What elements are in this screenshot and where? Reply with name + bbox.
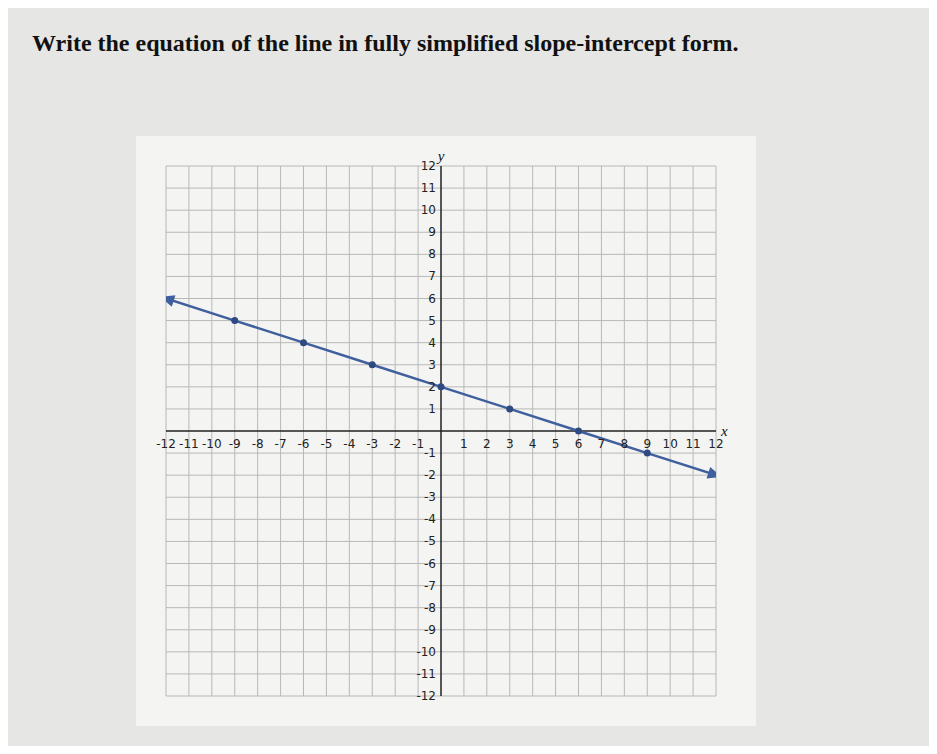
svg-text:-5: -5 [320,437,332,451]
svg-text:y: y [436,148,445,164]
svg-text:9: 9 [428,225,436,239]
svg-text:1: 1 [428,402,436,416]
svg-text:7: 7 [428,269,436,283]
svg-text:11: 11 [685,437,700,451]
svg-text:-7: -7 [424,579,436,593]
svg-text:4: 4 [428,336,436,350]
svg-text:5: 5 [552,437,560,451]
svg-text:3: 3 [506,437,514,451]
svg-text:7: 7 [598,437,606,451]
svg-text:1: 1 [460,437,468,451]
svg-text:-12: -12 [156,437,176,451]
svg-text:8: 8 [428,247,436,261]
svg-text:11: 11 [421,181,436,195]
svg-text:4: 4 [529,437,537,451]
svg-text:-11: -11 [179,437,199,451]
svg-text:-7: -7 [275,437,287,451]
svg-text:9: 9 [643,437,651,451]
svg-text:3: 3 [428,358,436,372]
svg-text:12: 12 [708,437,724,451]
svg-text:2: 2 [483,437,491,451]
svg-text:6: 6 [428,292,436,306]
svg-text:-9: -9 [229,437,241,451]
svg-text:-10: -10 [416,645,436,659]
svg-text:-6: -6 [298,437,310,451]
svg-text:-12: -12 [416,689,436,703]
svg-text:-1: -1 [424,446,436,460]
svg-text:-8: -8 [252,437,264,451]
svg-text:-5: -5 [424,534,436,548]
svg-text:10: 10 [421,203,436,217]
svg-text:-1: -1 [412,437,424,451]
svg-text:-10: -10 [202,437,222,451]
svg-text:-11: -11 [416,667,436,681]
svg-text:x: x [720,423,728,439]
svg-text:-4: -4 [424,512,436,526]
svg-text:-6: -6 [424,557,436,571]
svg-text:-8: -8 [424,601,436,615]
html-text:Write the equation of the line: Write the equation of the line in fully … [32,30,739,56]
svg-text:-3: -3 [366,437,378,451]
svg-text:6: 6 [575,437,583,451]
svg-text:12: 12 [421,159,436,173]
svg-text:5: 5 [428,314,436,328]
svg-text:-3: -3 [424,490,436,504]
svg-text:10: 10 [663,437,678,451]
svg-text:-2: -2 [389,437,401,451]
svg-text:8: 8 [621,437,629,451]
svg-text:-9: -9 [424,623,436,637]
svg-text:2: 2 [428,380,436,394]
svg-text:-4: -4 [343,437,355,451]
svg-text:-2: -2 [424,468,436,482]
